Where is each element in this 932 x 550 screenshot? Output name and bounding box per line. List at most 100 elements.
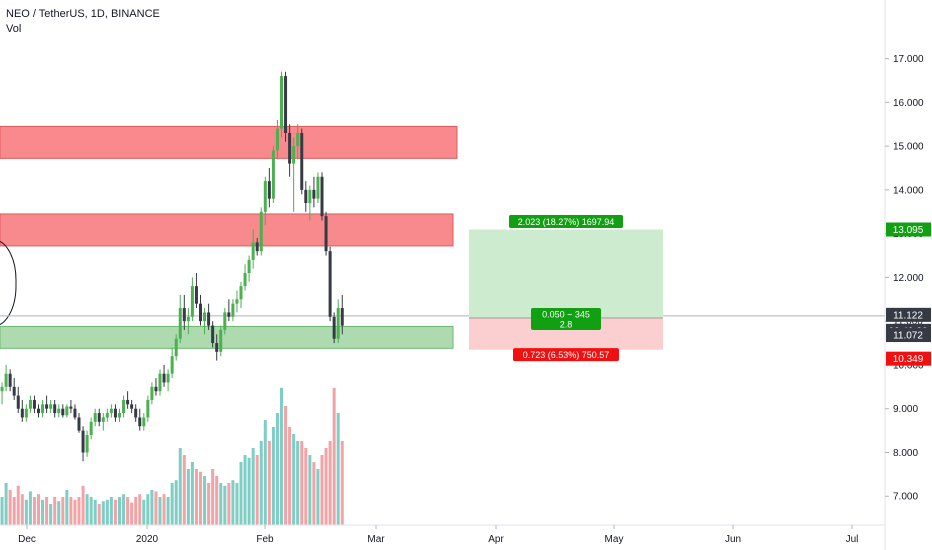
volume-bar	[57, 501, 61, 525]
volume-bar	[109, 497, 113, 525]
position-target-zone	[469, 229, 663, 319]
price-tick-label: 7.000	[893, 492, 918, 503]
volume-bar	[284, 406, 288, 525]
candle-body	[130, 404, 134, 409]
volume-bar	[255, 455, 259, 525]
candle-body	[186, 316, 190, 322]
volume-bar	[105, 499, 109, 525]
price-badge-text: 11.072	[893, 331, 923, 342]
candle-body	[8, 373, 12, 387]
time-tick-label: Mar	[367, 534, 385, 545]
candle	[328, 246, 332, 322]
position-stop-label: 0.723 (6.53%) 750.57	[513, 348, 619, 362]
candle	[203, 308, 207, 335]
time-tick-label: Apr	[488, 534, 504, 545]
candle-body	[93, 413, 97, 422]
candle	[207, 303, 211, 330]
candle	[296, 124, 300, 160]
volume-bar	[296, 441, 300, 525]
candle-body	[49, 404, 53, 409]
candle	[324, 211, 328, 256]
candle	[251, 229, 255, 269]
candle	[97, 408, 101, 427]
candle	[105, 408, 109, 422]
candle	[32, 395, 36, 414]
price-tick-label: 15.000	[893, 142, 924, 153]
candle-body	[69, 406, 73, 409]
volume-bar	[259, 441, 263, 525]
candle-body	[20, 408, 24, 418]
candle	[130, 399, 134, 414]
price-tick-label: 14.000	[893, 185, 924, 196]
candle	[122, 395, 126, 418]
candle	[336, 299, 340, 344]
candle-body	[73, 408, 77, 418]
volume-bar	[16, 485, 20, 525]
price-badge-bg	[886, 307, 931, 322]
volume-bar	[304, 448, 308, 525]
candle-body	[12, 386, 16, 396]
candle	[118, 408, 121, 422]
candle-body	[4, 373, 8, 387]
candle-body	[296, 132, 300, 147]
candle	[178, 294, 182, 344]
candle	[81, 426, 85, 462]
candle	[138, 408, 142, 431]
time-tick-label: Jun	[725, 534, 741, 545]
candle	[45, 395, 49, 414]
price-tick-label: 16.000	[893, 98, 924, 109]
candle-body	[328, 251, 332, 317]
volume-bar	[207, 483, 211, 525]
volume-bar	[89, 497, 93, 525]
candle	[243, 264, 247, 291]
volume-bar	[97, 504, 101, 525]
candle-body	[122, 399, 126, 414]
candle-body	[243, 273, 247, 287]
candle-body	[150, 386, 154, 400]
candle-body	[207, 312, 211, 326]
volume-bar	[251, 448, 255, 525]
volume-bar	[32, 497, 36, 525]
volume-bar	[154, 491, 158, 525]
candle	[215, 334, 219, 361]
candle	[20, 399, 24, 422]
candle	[73, 404, 77, 420]
volume-bar	[328, 441, 332, 525]
price-badge-bg	[886, 328, 931, 343]
candle	[8, 369, 12, 392]
volume-bar	[20, 494, 24, 525]
candle	[235, 290, 239, 313]
candle-body	[239, 286, 243, 300]
volume-indicator-label[interactable]: Vol	[6, 23, 22, 35]
candle-body	[231, 303, 235, 317]
volume-bar	[12, 497, 16, 525]
candle	[219, 325, 223, 357]
candle-body	[37, 408, 40, 414]
candle	[93, 408, 97, 427]
candle	[259, 207, 263, 256]
candle-body	[332, 316, 336, 339]
symbol-title[interactable]: NEO / TetherUS, 1D, BINANCE	[6, 8, 160, 20]
candle	[211, 321, 215, 348]
candle	[182, 294, 186, 330]
candle-body	[146, 399, 150, 418]
candle	[247, 255, 251, 282]
position-center-label-bg	[531, 308, 601, 331]
volume-bar	[211, 469, 215, 525]
volume-bar	[113, 499, 117, 525]
candle-body	[85, 434, 89, 453]
candle-body	[336, 308, 340, 339]
candle-body	[199, 303, 202, 322]
volume-bar	[316, 469, 320, 525]
volume-bar	[247, 457, 251, 525]
volume-bar	[312, 462, 316, 525]
volume-bar	[126, 497, 130, 525]
candle	[304, 181, 308, 212]
volume-bar	[142, 499, 146, 525]
price-badge-text: 11.122	[893, 310, 923, 321]
drawn-ellipse	[0, 240, 17, 326]
candle	[263, 176, 267, 225]
